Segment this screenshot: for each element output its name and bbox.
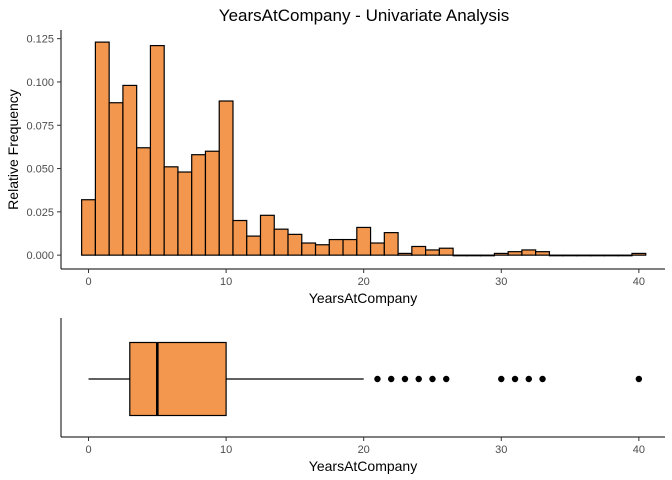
chart-title: YearsAtCompany - Univariate Analysis (219, 6, 509, 25)
histogram-bar (369, 242, 385, 256)
histogram-bar (273, 228, 289, 256)
boxplot-outlier-point (429, 375, 436, 383)
histogram-bar (94, 41, 110, 256)
boxplot-x-tick-label: 40 (633, 444, 645, 456)
boxplot-outlier-point (539, 375, 546, 383)
boxplot-outlier-point (443, 375, 450, 383)
histogram-y-tick-label: 0.025 (26, 207, 54, 219)
histogram-bar (425, 249, 440, 256)
boxplot-x-tick-label: 10 (220, 444, 232, 456)
histogram-bar (149, 44, 165, 256)
boxplot-iqr-box (129, 341, 227, 417)
boxplot-outlier-point (525, 375, 532, 383)
histogram-bar (259, 214, 275, 256)
histogram-bar (232, 219, 248, 256)
histogram-y-tick-label: 0.050 (26, 164, 54, 176)
histogram-bar (397, 252, 413, 256)
histogram-bar (314, 244, 330, 256)
histogram-x-ticks: 0 10 20 30 40 (85, 269, 645, 288)
histogram-bar (562, 254, 578, 257)
histogram-bar (136, 147, 152, 256)
histogram-bar (507, 251, 523, 256)
histogram-y-axis-title: Relative Frequency (5, 89, 21, 210)
histogram-bar (287, 233, 303, 256)
boxplot-x-tick-label: 20 (358, 444, 370, 456)
histogram-bar (301, 242, 317, 256)
histogram-x-tick-label: 0 (85, 276, 91, 288)
histogram-y-tick-label: 0.075 (26, 120, 54, 132)
boxplot-outlier-point (374, 375, 381, 383)
boxplot-x-tick-label: 0 (85, 444, 91, 456)
boxplot-outlier-point (388, 375, 395, 383)
boxplot-panel: 0 10 20 30 40 YearsAtCompany (60, 318, 665, 474)
histogram-bar (617, 254, 633, 257)
histogram-y-tick-label: 0.000 (26, 250, 54, 262)
histogram-bar (108, 102, 124, 256)
histogram-y-tick-label: 0.100 (26, 77, 54, 89)
histogram-bar (191, 154, 207, 256)
histogram-bar (603, 254, 619, 257)
histogram-bar (521, 249, 537, 256)
histogram-bar (328, 238, 344, 256)
boxplot-x-ticks: 0 10 20 30 40 (85, 437, 645, 456)
histogram-bar (246, 235, 262, 256)
histogram-bar (438, 247, 454, 256)
histogram-bar (548, 254, 564, 257)
histogram-x-tick-label: 20 (358, 276, 370, 288)
boxplot-outlier-point (511, 375, 519, 383)
histogram-x-tick-label: 30 (495, 276, 507, 288)
histogram-bar (535, 251, 551, 256)
boxplot-box (88, 341, 364, 417)
boxplot-x-axis-title: YearsAtCompany (309, 458, 417, 474)
histogram-bar (576, 254, 592, 257)
histogram-bar (480, 254, 495, 257)
histogram-bar (122, 84, 138, 256)
boxplot-outliers (374, 375, 643, 383)
histogram-bars (81, 41, 647, 257)
histogram-bar (342, 238, 358, 256)
histogram-bar (163, 166, 179, 256)
boxplot-outlier-point (415, 375, 422, 383)
histogram-bar (411, 245, 427, 256)
histogram-y-ticks: 0.000 0.025 0.050 0.075 0.100 0.125 (26, 34, 61, 262)
histogram-x-axis-title: YearsAtCompany (309, 290, 417, 306)
histogram-x-tick-label: 40 (633, 276, 645, 288)
histogram-bar (590, 254, 606, 257)
histogram-bar (493, 252, 509, 256)
histogram-bar (383, 232, 399, 256)
histogram-bar (631, 252, 647, 256)
histogram-bar (452, 254, 468, 257)
histogram-bar (466, 254, 482, 257)
histogram-bar (204, 150, 220, 256)
histogram-bar (356, 226, 372, 256)
boxplot-outlier-point (401, 375, 409, 383)
histogram-y-tick-label: 0.125 (26, 34, 54, 46)
boxplot-outlier-point (498, 375, 505, 383)
histogram-x-tick-label: 10 (220, 276, 232, 288)
histogram-bar (218, 100, 234, 256)
boxplot-outlier-point (635, 375, 643, 383)
histogram-bar (177, 171, 193, 256)
histogram-bar (81, 199, 96, 256)
boxplot-x-tick-label: 30 (495, 444, 507, 456)
histogram-panel: 0.000 0.025 0.050 0.075 0.100 0.125 0 10 20 30 40… (5, 30, 665, 306)
